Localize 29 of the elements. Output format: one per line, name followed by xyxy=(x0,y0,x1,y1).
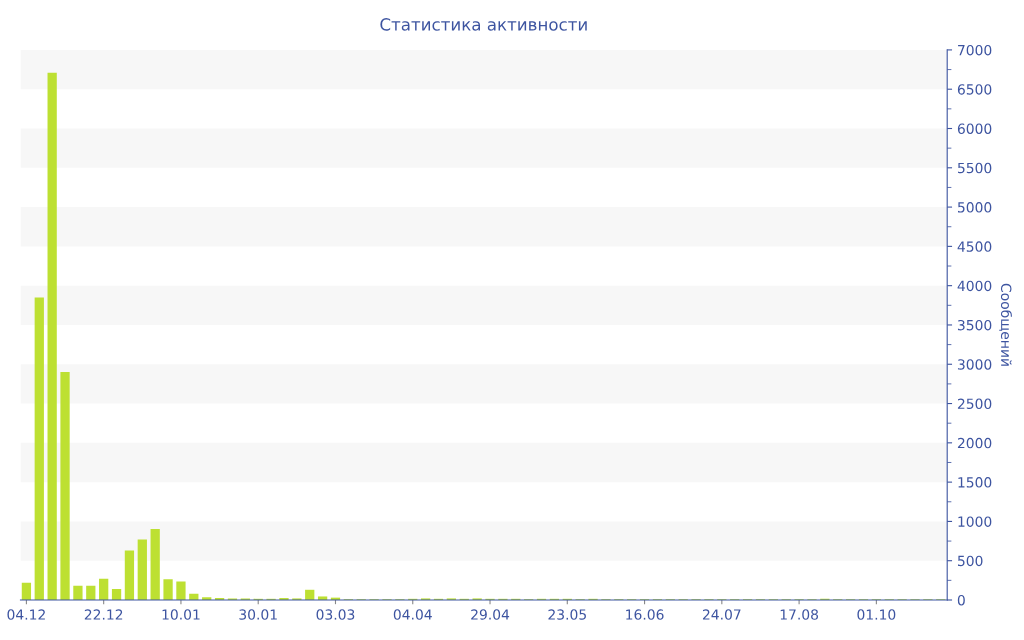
x-tick-label: 04.12 xyxy=(7,609,45,620)
x-tick-label: 30.01 xyxy=(239,609,277,620)
y-tick-label: 1500 xyxy=(958,477,992,488)
chart-title: Статистика активности xyxy=(380,18,587,31)
x-tick-label: 16.06 xyxy=(626,609,664,620)
y-tick-label: 3500 xyxy=(957,319,992,331)
y-tick-label: 2500 xyxy=(957,398,992,410)
y-tick-label: 4500 xyxy=(957,241,992,252)
y-tick-label: 1000 xyxy=(958,516,992,527)
x-tick-label: 01.10 xyxy=(857,609,896,620)
x-tick-label: 22.12 xyxy=(84,609,123,620)
y-tick-label: 2000 xyxy=(957,437,992,449)
y-tick-label: 6500 xyxy=(957,84,992,95)
y-tick-label: 7000 xyxy=(958,44,992,56)
x-tick-label: 10.01 xyxy=(162,609,200,620)
y-tick-label: 500 xyxy=(957,555,983,567)
y-tick-label: 4000 xyxy=(957,280,992,292)
y-tick-label: 5000 xyxy=(957,202,992,213)
x-tick-label: 03.03 xyxy=(316,609,355,620)
y-tick-label: 3000 xyxy=(957,359,992,370)
x-tick-label: 04.04 xyxy=(393,609,432,620)
y-tick-label: 5500 xyxy=(957,162,992,174)
x-tick-label: 24.07 xyxy=(702,609,741,620)
y-tick-label: 0 xyxy=(957,594,965,606)
x-tick-label: 17.08 xyxy=(780,609,819,620)
y-tick-label: 6000 xyxy=(957,123,992,134)
x-tick-label: 23.05 xyxy=(548,609,586,620)
x-tick-label: 29.04 xyxy=(471,609,510,620)
y-axis-title: Сообщений xyxy=(999,283,1012,366)
